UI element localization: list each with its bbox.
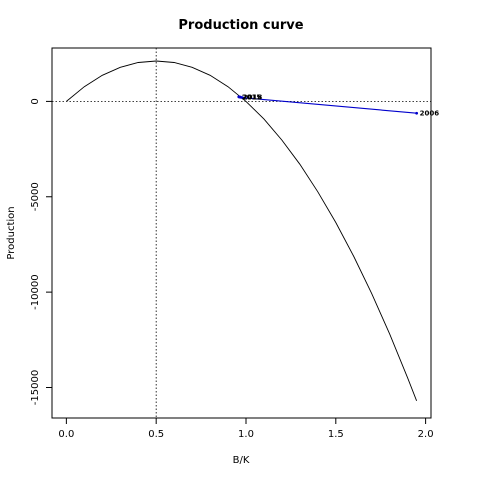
x-tick-label: 0.0 (58, 429, 74, 440)
x-tick-label: 1.5 (328, 429, 344, 440)
point-label: 2018 (243, 94, 263, 102)
point-label: 2015 (242, 93, 262, 101)
y-axis: 0 -5000 -10000 -15000 (30, 98, 53, 405)
reference-lines (52, 48, 431, 418)
production-curve-line (66, 60, 418, 401)
y-axis-label: Production (6, 206, 17, 259)
x-tick-label: 1.0 (238, 429, 254, 440)
y-tick-label: -5000 (30, 182, 41, 211)
trajectory-point (237, 95, 241, 99)
x-axis: 0.0 0.5 1.0 1.5 2.0 (58, 417, 434, 440)
x-tick-label: 2.0 (418, 429, 434, 440)
trajectory-line (238, 96, 417, 114)
x-axis-label: B/K (233, 455, 250, 466)
chart-title: Production curve (178, 18, 303, 33)
y-tick-label: -10000 (30, 274, 41, 309)
point-label: 2006 (420, 110, 440, 118)
y-tick-label: 0 (30, 98, 41, 104)
plot-frame (51, 47, 432, 419)
x-tick-label: 0.5 (148, 429, 164, 440)
y-tick-label: -15000 (30, 370, 41, 405)
trajectory-point (415, 111, 419, 115)
